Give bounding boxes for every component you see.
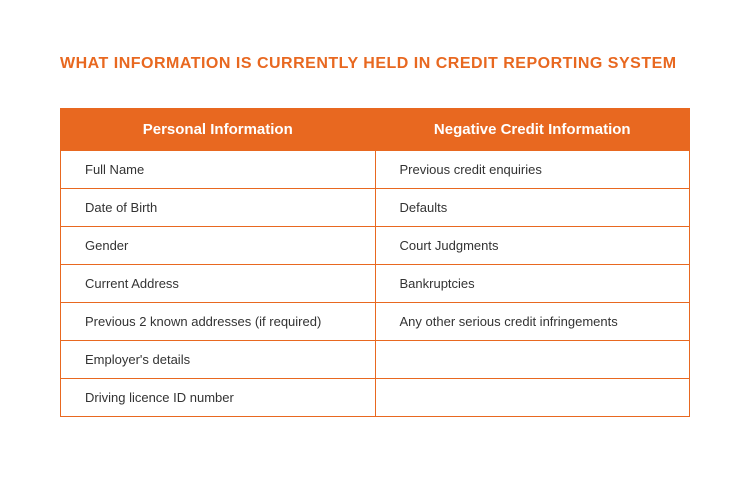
table-row: Current Address Bankruptcies <box>61 265 690 303</box>
cell-personal: Gender <box>61 227 376 265</box>
cell-personal: Employer's details <box>61 341 376 379</box>
credit-info-table: Personal Information Negative Credit Inf… <box>60 108 690 417</box>
cell-negative: Previous credit enquiries <box>375 151 690 189</box>
cell-negative <box>375 379 690 417</box>
column-header-personal: Personal Information <box>61 109 376 151</box>
table-row: Previous 2 known addresses (if required)… <box>61 303 690 341</box>
cell-negative: Any other serious credit infringements <box>375 303 690 341</box>
cell-negative: Court Judgments <box>375 227 690 265</box>
table-row: Full Name Previous credit enquiries <box>61 151 690 189</box>
cell-personal: Previous 2 known addresses (if required) <box>61 303 376 341</box>
cell-negative: Bankruptcies <box>375 265 690 303</box>
column-header-negative: Negative Credit Information <box>375 109 690 151</box>
cell-personal: Full Name <box>61 151 376 189</box>
cell-negative <box>375 341 690 379</box>
table-row: Date of Birth Defaults <box>61 189 690 227</box>
cell-personal: Driving licence ID number <box>61 379 376 417</box>
table-row: Gender Court Judgments <box>61 227 690 265</box>
table-row: Employer's details <box>61 341 690 379</box>
cell-personal: Date of Birth <box>61 189 376 227</box>
table-header-row: Personal Information Negative Credit Inf… <box>61 109 690 151</box>
table-row: Driving licence ID number <box>61 379 690 417</box>
cell-personal: Current Address <box>61 265 376 303</box>
cell-negative: Defaults <box>375 189 690 227</box>
page-title: WHAT INFORMATION IS CURRENTLY HELD IN CR… <box>60 55 690 73</box>
